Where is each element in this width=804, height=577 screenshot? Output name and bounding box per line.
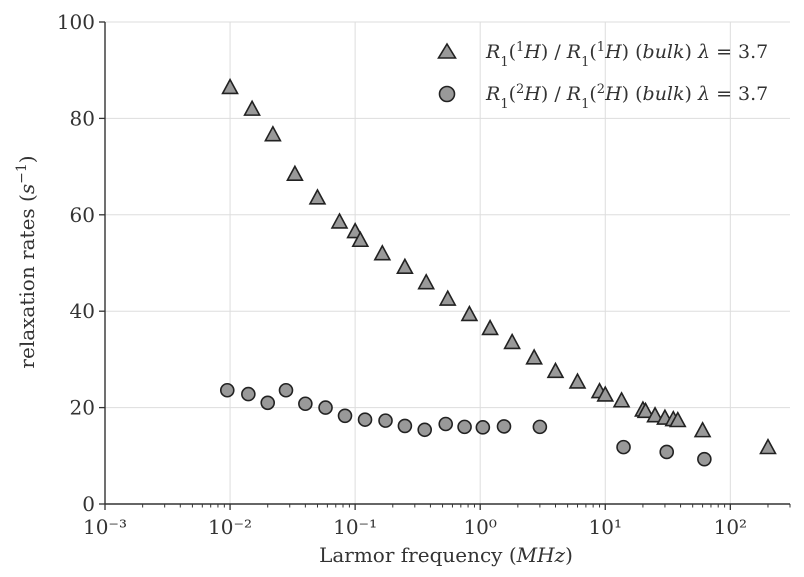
- y-tick-labels: 0 20 40 60 80 100: [57, 10, 95, 516]
- series-2H-point: [697, 451, 712, 467]
- series-1H-point: [221, 77, 239, 95]
- y-tick-label: 20: [70, 396, 95, 420]
- x-tick-label: 10²: [714, 515, 747, 539]
- series-2H-point: [457, 419, 472, 435]
- series-1H-point: [460, 304, 479, 322]
- series-1H-point: [668, 410, 687, 428]
- series-1H-point: [636, 401, 655, 419]
- series-2H-point: [438, 416, 454, 432]
- x-tick-label: 10¹: [589, 515, 622, 539]
- series-2H-point: [260, 395, 276, 411]
- series-1H-point: [481, 318, 499, 336]
- series-1H-point: [308, 188, 327, 205]
- legend: R1(1H) / R1(1H) (bulk) λ = 3.7 R1(2H) / …: [437, 40, 768, 112]
- x-tick-labels: 10⁻³ 10⁻² 10⁻¹ 10⁰ 10¹ 10²: [83, 515, 747, 539]
- series-1H-point: [286, 164, 304, 182]
- series-2H-point: [357, 412, 373, 427]
- series-1H-point: [596, 385, 615, 402]
- x-axis-title: Larmor frequency (MHz): [319, 543, 573, 567]
- series-1H-point: [546, 361, 565, 379]
- series-1H-point: [396, 257, 414, 275]
- series-2H-point: [241, 386, 256, 402]
- series-2H-point: [397, 418, 413, 434]
- series-1H-point: [759, 437, 777, 455]
- series-2H-point: [219, 382, 235, 398]
- series-2H-point: [616, 439, 631, 455]
- series-2H-point: [475, 420, 491, 435]
- series-1H-point: [612, 391, 631, 408]
- series-1H-point: [243, 99, 261, 116]
- x-tick-label: 10⁻¹: [333, 515, 377, 539]
- legend-label-1H: R1(1H) / R1(1H) (bulk) λ = 3.7: [485, 40, 768, 70]
- x-tick-label: 10⁰: [463, 515, 496, 539]
- series-1H-point: [417, 273, 436, 290]
- series-1H-point: [330, 212, 349, 229]
- series-2H-point: [659, 444, 675, 460]
- series-2H-point: [318, 400, 333, 415]
- axes: [99, 21, 791, 510]
- series-2H-point: [298, 396, 313, 412]
- y-tick-label: 80: [70, 106, 95, 130]
- series-1H-point: [568, 372, 587, 389]
- y-axis-title: relaxation rates (s−1): [14, 155, 39, 368]
- series-1H-point: [351, 230, 370, 248]
- x-tick-label: 10⁻²: [208, 515, 252, 539]
- series-1H-point: [693, 421, 712, 438]
- data-marks: [219, 77, 777, 467]
- y-tick-label: 40: [70, 299, 95, 323]
- series-2H-point: [496, 419, 512, 434]
- legend-item-2H: R1(2H) / R1(2H) (bulk) λ = 3.7: [438, 82, 768, 112]
- series-2H-point: [417, 422, 433, 438]
- y-tick-label: 100: [57, 10, 95, 34]
- x-tick-label: 10⁻³: [83, 515, 127, 539]
- legend-triangle-marker: [437, 42, 457, 59]
- legend-label-2H: R1(2H) / R1(2H) (bulk) λ = 3.7: [485, 82, 768, 112]
- series-1H-point: [373, 244, 392, 261]
- legend-item-1H: R1(1H) / R1(1H) (bulk) λ = 3.7: [437, 40, 768, 70]
- y-tick-label: 60: [70, 203, 95, 227]
- y-tick-label: 0: [82, 492, 95, 516]
- series-1H-point: [503, 332, 521, 350]
- legend-circle-marker: [438, 85, 456, 103]
- series-1H-point: [264, 125, 282, 142]
- series-2H-point: [337, 408, 353, 424]
- series-2H-point: [278, 382, 294, 398]
- series-1H-point: [438, 289, 457, 306]
- series-1H-point: [646, 406, 664, 423]
- series-2H-point: [378, 413, 393, 428]
- series-1H-point: [525, 348, 543, 365]
- series-2H-point: [532, 419, 548, 435]
